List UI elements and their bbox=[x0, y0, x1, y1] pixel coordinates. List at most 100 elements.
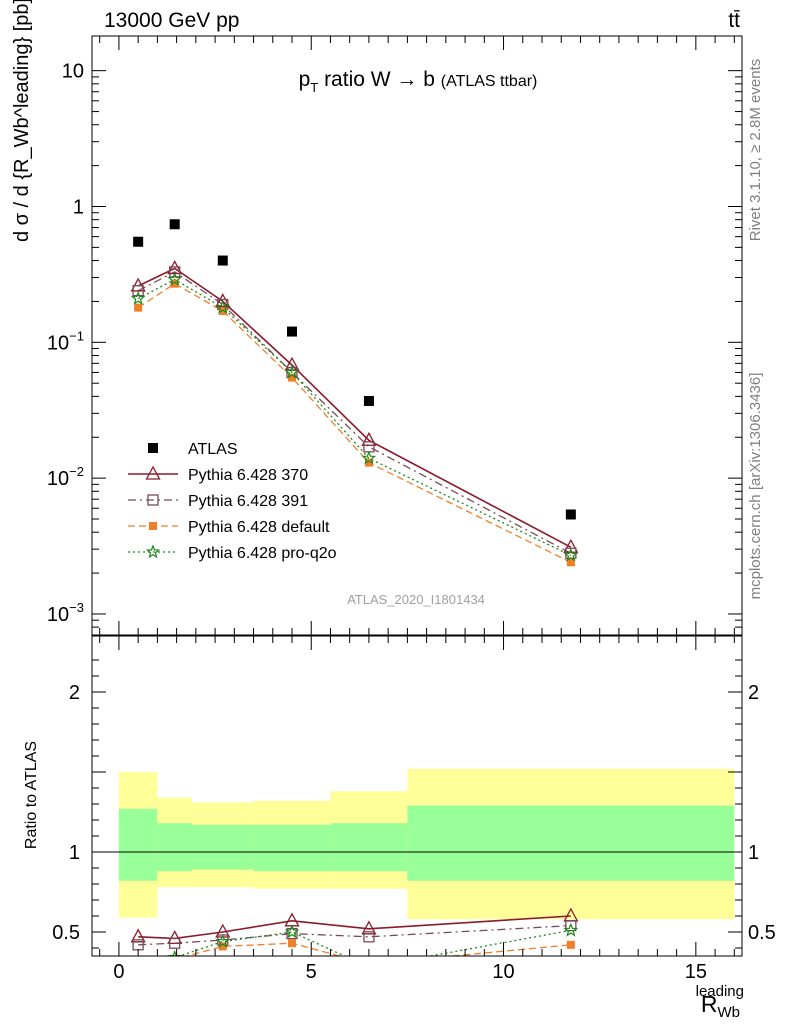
x-tick-label: 5 bbox=[306, 961, 317, 983]
x-axis-label: RWb bbox=[701, 991, 740, 1021]
data-point-default bbox=[566, 940, 575, 949]
main-plot-frame bbox=[91, 35, 743, 636]
data-point-q2o bbox=[284, 924, 300, 939]
energy-label: 13000 GeV pp bbox=[104, 9, 239, 32]
data-point-370 bbox=[145, 465, 161, 480]
data-point-q2o bbox=[167, 271, 182, 286]
data-point-370 bbox=[563, 538, 579, 553]
x-tick-label: 10 bbox=[492, 961, 514, 983]
data-point-atlas bbox=[287, 326, 297, 337]
data-point-370 bbox=[284, 912, 300, 927]
data-point-q2o bbox=[215, 933, 231, 948]
analysis-label: ATLAS_2020_I1801434 bbox=[347, 592, 485, 607]
data-point-q2o bbox=[130, 291, 146, 305]
data-point-default bbox=[218, 942, 227, 951]
ratio-y-tick-label: 1 bbox=[69, 842, 80, 864]
data-point-atlas bbox=[217, 255, 228, 266]
data-point-q2o bbox=[132, 958, 144, 969]
data-point-370 bbox=[130, 277, 146, 292]
ratio-inner-band bbox=[253, 824, 331, 872]
data-point-q2o bbox=[145, 544, 161, 559]
data-point-default bbox=[134, 303, 143, 312]
x-tick-label: 0 bbox=[113, 961, 124, 983]
main-line-pq2o bbox=[137, 278, 572, 556]
main-y-axis-label: d σ / d {R_Wb^leading} [pb] bbox=[11, 0, 33, 242]
data-point-atlas bbox=[133, 236, 144, 247]
legend-entry-pq2o: Pythia 6.428 pro-q2o bbox=[188, 545, 337, 562]
data-point-q2o bbox=[167, 949, 182, 956]
data-point-391 bbox=[169, 937, 181, 949]
data-point-default bbox=[566, 558, 575, 567]
data-point-q2o bbox=[361, 450, 377, 465]
process-label: tt̄ bbox=[728, 9, 740, 32]
ratio-y-tick-label-right: 0.5 bbox=[748, 922, 776, 944]
ratio-line-p391 bbox=[138, 924, 571, 946]
data-point-391 bbox=[363, 931, 375, 943]
data-point-q2o bbox=[363, 961, 374, 972]
data-point-370 bbox=[361, 431, 377, 446]
data-point-q2o bbox=[215, 299, 231, 314]
legend: ATLAS Pythia 6.428 370 Pythia 6.428 391 Pyt… bbox=[128, 441, 337, 562]
data-point-q2o bbox=[284, 364, 300, 379]
main-line-pdefault bbox=[137, 282, 572, 563]
ratio-line-p370 bbox=[138, 915, 571, 940]
x-axis-label-superscript: leading bbox=[696, 983, 744, 1000]
data-point-default bbox=[364, 458, 373, 467]
data-point-391 bbox=[363, 441, 375, 453]
source-label: mcplots.cern.ch [arXiv:1306.3436] bbox=[747, 373, 764, 600]
axis-tick-labels: 10−3 10−2 10−1 1 10 0.5 0.5 1 1 2 2 0 5 10 15 bbox=[47, 61, 776, 983]
rivet-version-label: Rivet 3.1.10, ≥ 2.8M events bbox=[747, 59, 764, 242]
data-point-atlas bbox=[363, 395, 374, 406]
data-point-default bbox=[218, 307, 227, 316]
data-point-370 bbox=[361, 920, 377, 935]
data-point-default bbox=[149, 522, 157, 530]
ratio-uncertainty-bands bbox=[118, 768, 735, 920]
ratio-inner-band bbox=[407, 805, 735, 881]
ratio-y-tick-label-right: 1 bbox=[748, 842, 759, 864]
ratio-inner-band bbox=[192, 824, 254, 870]
ratio-y-tick-label-right: 2 bbox=[748, 682, 759, 704]
main-y-tick-label: 10 bbox=[62, 61, 84, 83]
legend-entry-atlas: ATLAS bbox=[188, 441, 238, 458]
data-point-391 bbox=[286, 927, 298, 940]
data-point-391 bbox=[565, 919, 577, 932]
data-point-default bbox=[170, 279, 179, 288]
data-point-391 bbox=[132, 285, 144, 297]
data-point-atlas bbox=[169, 219, 180, 230]
main-title: pT ratio W → b (ATLAS ttbar) bbox=[299, 68, 538, 95]
main-y-tick-label: 1 bbox=[73, 196, 84, 218]
data-point-370 bbox=[130, 928, 146, 943]
legend-entry-pdefault: Pythia 6.428 default bbox=[188, 519, 330, 536]
main-y-tick-label: 10−3 bbox=[47, 600, 84, 626]
legend-entry-p391: Pythia 6.428 391 bbox=[188, 493, 308, 510]
data-point-391 bbox=[147, 494, 159, 506]
main-y-tick-label: 10−2 bbox=[47, 464, 84, 490]
x-tick-label: 15 bbox=[685, 961, 707, 983]
ratio-inner-band bbox=[157, 823, 192, 872]
data-point-default bbox=[288, 373, 296, 382]
ratio-y-tick-label: 2 bbox=[69, 682, 80, 704]
axis-ticks bbox=[92, 36, 742, 956]
data-point-370 bbox=[284, 356, 300, 371]
data-point-q2o bbox=[563, 922, 579, 937]
data-point-370 bbox=[215, 293, 231, 308]
data-point-391 bbox=[169, 266, 181, 278]
main-y-tick-label: 10−1 bbox=[47, 328, 84, 354]
legend-entry-p370: Pythia 6.428 370 bbox=[188, 467, 308, 484]
main-series-points bbox=[130, 219, 579, 567]
data-point-q2o bbox=[563, 547, 579, 562]
data-point-default bbox=[134, 957, 142, 965]
data-point-default bbox=[288, 939, 296, 948]
data-point-atlas bbox=[565, 509, 576, 520]
data-point-atlas bbox=[148, 443, 158, 453]
ratio-y-axis-label: Ratio to ATLAS bbox=[23, 741, 40, 849]
ratio-plot-frame bbox=[91, 635, 743, 957]
ratio-inner-band bbox=[330, 823, 408, 872]
ratio-inner-band bbox=[118, 808, 158, 881]
plot-frames bbox=[91, 35, 743, 957]
data-point-default bbox=[365, 960, 373, 968]
ratio-y-tick-label: 0.5 bbox=[52, 922, 80, 944]
main-line-p391 bbox=[137, 271, 572, 554]
